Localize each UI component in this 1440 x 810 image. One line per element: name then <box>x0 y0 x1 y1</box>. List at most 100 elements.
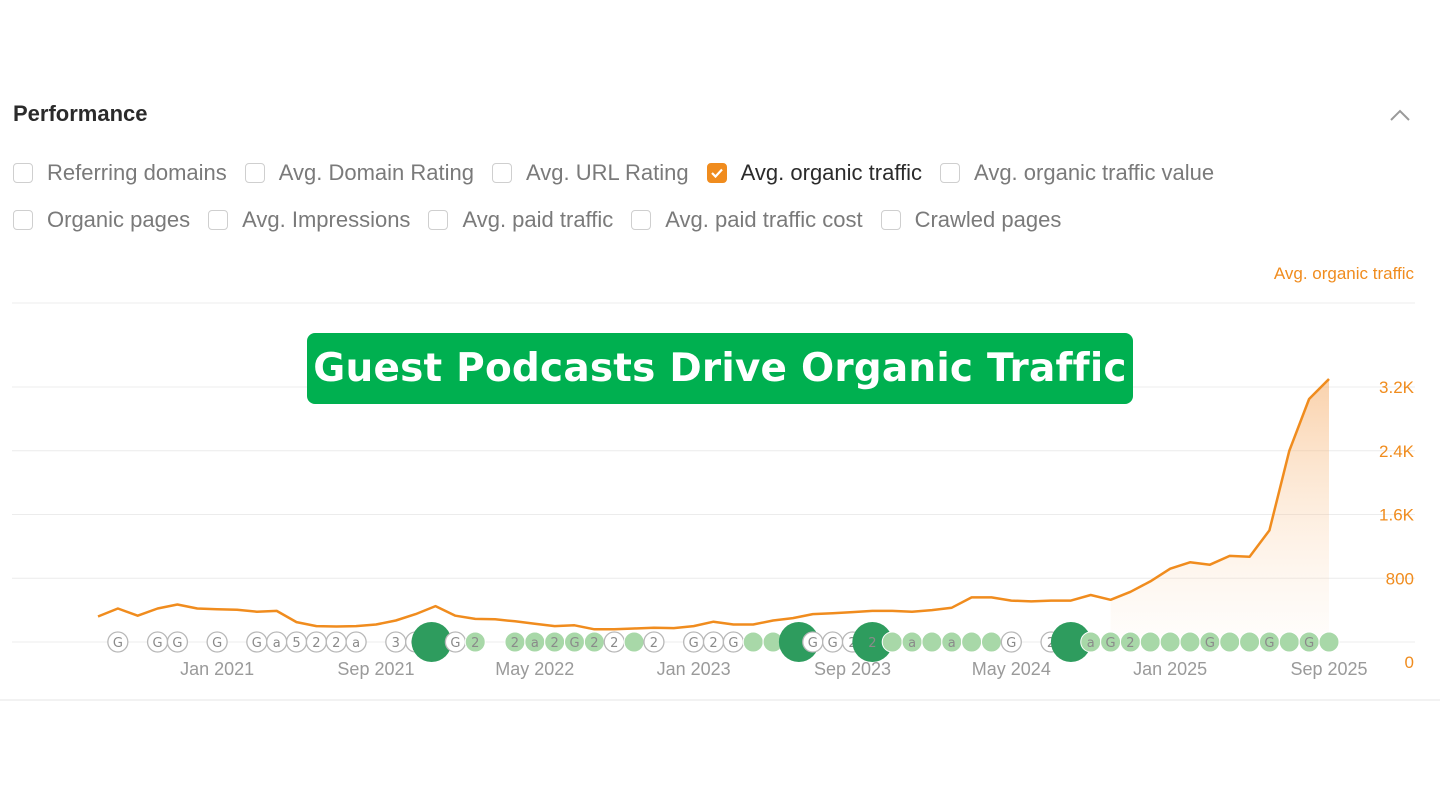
event-marker-label: G <box>1304 636 1314 651</box>
checkbox[interactable] <box>940 163 961 183</box>
metric-toggle-avg-impressions[interactable]: Avg. Impressions <box>208 207 410 233</box>
event-marker-large <box>411 622 452 662</box>
event-marker-label: 2 <box>1126 636 1134 651</box>
event-marker-label: a <box>352 636 360 651</box>
event-marker-label: a <box>1087 636 1095 651</box>
x-tick-label: Jan 2023 <box>657 659 731 679</box>
collapse-button[interactable] <box>1386 102 1414 128</box>
metric-toggle-organic-pages[interactable]: Organic pages <box>13 207 190 233</box>
metric-toggles-row-2: Organic pages Avg. Impressions Avg. paid… <box>13 207 1079 233</box>
checkbox[interactable] <box>428 210 449 230</box>
event-marker-light <box>1278 631 1300 653</box>
event-marker-light <box>1239 631 1261 653</box>
event-marker-label: G <box>1205 636 1215 651</box>
x-tick-label: May 2022 <box>495 659 574 679</box>
metric-toggle-referring-domains[interactable]: Referring domains <box>13 160 227 186</box>
checkbox-checked[interactable] <box>706 163 727 183</box>
metric-toggle-avg-paid-traffic-cost[interactable]: Avg. paid traffic cost <box>631 207 863 233</box>
event-marker-light <box>1179 631 1201 653</box>
y-tick-label: 0 <box>1405 653 1414 672</box>
event-marker-label: G <box>1006 636 1016 651</box>
event-marker-label: a <box>273 636 281 651</box>
event-marker-label: a <box>531 636 539 651</box>
event-marker-label: G <box>252 636 262 651</box>
event-marker-light <box>1139 631 1161 653</box>
metric-label: Avg. organic traffic <box>740 160 923 185</box>
event-marker-label: G <box>113 636 123 651</box>
checkmark-icon <box>710 168 723 179</box>
checkbox[interactable] <box>631 210 652 230</box>
event-marker-label: G <box>569 636 579 651</box>
metric-label: Crawled pages <box>914 207 1062 232</box>
checkbox[interactable] <box>13 210 33 230</box>
event-marker-label: 2 <box>332 636 340 651</box>
metric-label: Avg. URL Rating <box>526 160 689 185</box>
event-marker-label: 2 <box>312 636 320 651</box>
checkbox[interactable] <box>880 210 901 230</box>
event-marker <box>107 631 129 653</box>
metric-label: Avg. Impressions <box>242 207 411 232</box>
metric-toggle-avg-organic-traffic-value[interactable]: Avg. organic traffic value <box>940 160 1214 186</box>
event-marker-label: 2 <box>551 636 559 651</box>
event-marker <box>345 631 367 653</box>
event-marker-label: G <box>172 636 182 651</box>
x-tick-label: Sep 2023 <box>814 659 891 679</box>
event-marker-light <box>1318 631 1340 653</box>
event-marker-label: a <box>948 636 956 651</box>
event-marker-light <box>464 631 486 653</box>
x-tick-label: Sep 2025 <box>1290 659 1367 679</box>
event-marker-label: G <box>728 636 738 651</box>
series-axis-label: Avg. organic traffic <box>1273 264 1414 283</box>
chevron-up-icon <box>1390 109 1410 121</box>
event-marker-large <box>778 622 819 662</box>
event-marker-large <box>852 622 893 662</box>
event-marker-label: G <box>808 636 818 651</box>
metric-label: Avg. Domain Rating <box>278 160 474 185</box>
metric-toggle-avg-url-rating[interactable]: Avg. URL Rating <box>492 160 689 186</box>
metric-label: Referring domains <box>47 160 227 185</box>
checkbox[interactable] <box>492 163 512 183</box>
event-marker-label: a <box>908 636 916 651</box>
metric-toggle-avg-domain-rating[interactable]: Avg. Domain Rating <box>244 160 474 186</box>
event-marker <box>206 631 228 653</box>
x-tick-label: Sep 2021 <box>337 659 414 679</box>
checkbox[interactable] <box>208 210 229 230</box>
section-title: Performance <box>13 101 148 126</box>
metric-toggle-avg-organic-traffic[interactable]: Avg. organic traffic <box>706 160 923 186</box>
metric-label: Avg. organic traffic value <box>974 160 1215 185</box>
event-marker-label: 2 <box>709 636 717 651</box>
x-tick-label: May 2024 <box>972 659 1051 679</box>
x-tick-label: Jan 2025 <box>1133 659 1207 679</box>
event-marker-label: 2 <box>511 636 519 651</box>
series-line-avg-organic-traffic <box>97 378 1330 631</box>
event-marker-label: 3 <box>392 636 400 651</box>
metric-toggle-crawled-pages[interactable]: Crawled pages <box>880 207 1062 233</box>
y-tick-label: 800 <box>1386 569 1414 588</box>
event-marker-label: G <box>828 636 838 651</box>
event-marker-light <box>961 631 983 653</box>
event-marker-label: G <box>1264 636 1274 651</box>
event-marker-light <box>881 631 903 653</box>
event-marker-label: 2 <box>471 636 479 651</box>
y-tick-label: 1.6K <box>1379 506 1415 525</box>
checkbox[interactable] <box>244 163 265 183</box>
event-marker-label: 5 <box>292 636 300 651</box>
metric-toggle-avg-paid-traffic[interactable]: Avg. paid traffic <box>428 207 613 233</box>
event-marker-light <box>1159 631 1181 653</box>
event-marker <box>643 631 665 653</box>
metric-label: Avg. paid traffic <box>462 207 614 232</box>
metric-label: Avg. paid traffic cost <box>665 207 863 232</box>
event-marker-label: G <box>153 636 163 651</box>
event-marker-light <box>1219 631 1241 653</box>
y-tick-label: 3.2K <box>1379 378 1415 397</box>
event-marker-label: G <box>689 636 699 651</box>
event-marker-label: G <box>450 636 460 651</box>
event-marker <box>1000 631 1022 653</box>
checkbox[interactable] <box>13 163 33 183</box>
metric-toggles-row-1: Referring domains Avg. Domain Rating Avg… <box>13 160 1232 186</box>
event-marker-light <box>742 631 764 653</box>
event-marker-label: 2 <box>590 636 598 651</box>
event-marker-label: G <box>1106 636 1116 651</box>
event-marker <box>166 631 189 653</box>
event-marker-label: 2 <box>610 636 618 651</box>
